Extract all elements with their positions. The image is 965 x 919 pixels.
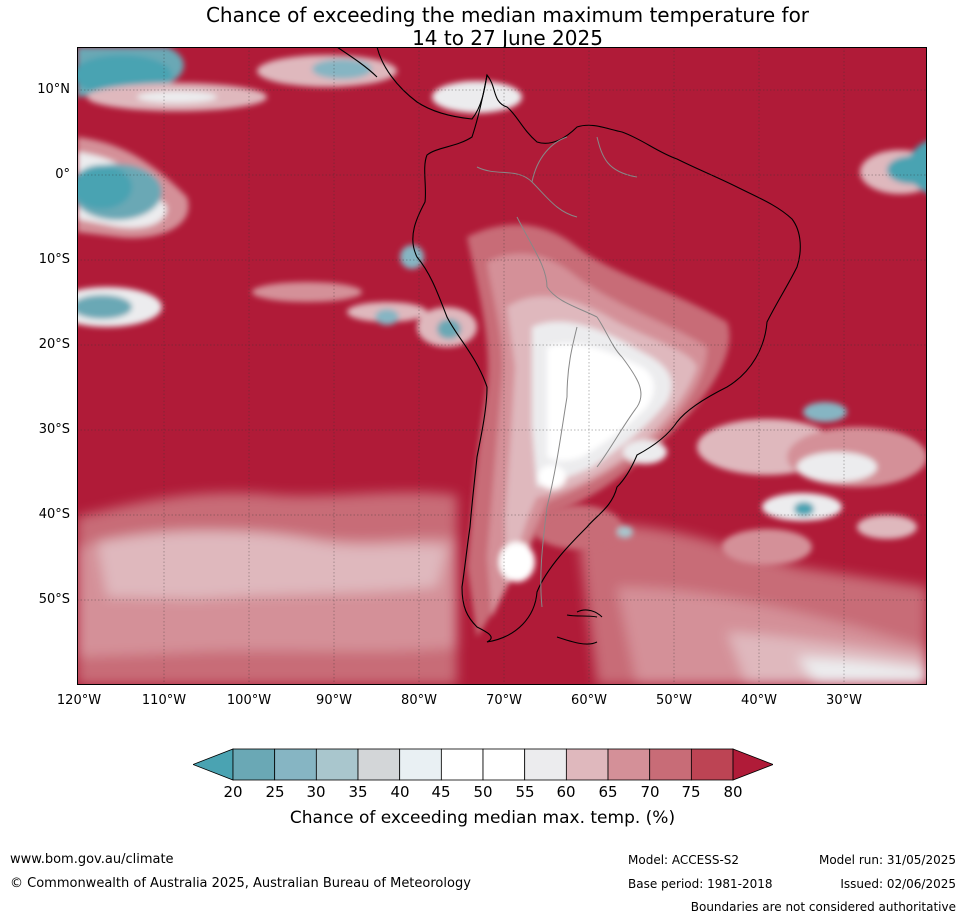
colorbar-tick: 35 xyxy=(348,783,368,801)
colorbar-cell xyxy=(440,748,484,781)
title-line-2: 14 to 27 June 2025 xyxy=(412,26,603,50)
south-atlantic-patches xyxy=(532,402,927,565)
country-borders xyxy=(476,136,642,608)
website-text: www.bom.gov.au/climate xyxy=(10,852,174,867)
colorbar-label: Chance of exceeding median max. temp. (%… xyxy=(289,808,676,828)
colorbar-tick: 65 xyxy=(598,783,618,801)
disclaimer-text: Boundaries are not considered authoritat… xyxy=(690,900,956,914)
lon-label-110w: 110°W xyxy=(141,693,187,708)
lat-label-50s: 50°S xyxy=(38,592,70,607)
lon-label-40w: 40°W xyxy=(741,693,777,708)
colorbar-tick: 75 xyxy=(681,783,701,801)
colorbar-cell xyxy=(732,748,773,781)
colorbar-cell xyxy=(607,748,651,781)
colorbar-tick: 55 xyxy=(515,783,535,801)
model-run-text: Model run: 31/05/2025 xyxy=(818,853,956,867)
colorbar-cell xyxy=(315,748,359,781)
lat-label-0: 0° xyxy=(55,167,70,182)
lon-label-100w: 100°W xyxy=(226,693,272,708)
model-text: Model: ACCESS-S2 xyxy=(628,853,740,867)
lon-label-70w: 70°W xyxy=(486,693,522,708)
colorbar-tick: 70 xyxy=(640,783,660,801)
lat-label-40s: 40°S xyxy=(38,507,70,522)
lon-label-90w: 90°W xyxy=(316,693,352,708)
colorbar-tick: 45 xyxy=(431,783,451,801)
colorbar-tick: 60 xyxy=(556,783,576,801)
colorbar-cell xyxy=(565,748,609,781)
southern-ocean-band xyxy=(77,492,927,685)
map-frame xyxy=(77,47,927,685)
lat-label-10s: 10°S xyxy=(38,252,70,267)
lat-label-20s: 20°S xyxy=(38,337,70,352)
coastlines xyxy=(336,47,801,645)
colorbar-cell xyxy=(482,748,526,781)
colorbar-cell xyxy=(649,748,692,781)
colorbar-cell xyxy=(232,748,276,781)
lon-label-80w: 80°W xyxy=(401,693,437,708)
colorbar-cell xyxy=(357,748,401,781)
colorbar-tick: 25 xyxy=(265,783,285,801)
colorbar-cell xyxy=(524,748,567,781)
forecast-map xyxy=(77,47,927,685)
lat-label-10n: 10°N xyxy=(37,82,70,97)
colorbar-cell xyxy=(274,748,317,781)
colorbar-tick: 50 xyxy=(473,783,493,801)
colorbar-cell xyxy=(193,748,234,781)
copyright-text: © Commonwealth of Australia 2025, Austra… xyxy=(10,876,471,891)
issued-text: Issued: 02/06/2025 xyxy=(840,877,956,891)
map-title: Chance of exceeding the median maximum t… xyxy=(0,4,965,50)
lat-label-30s: 30°S xyxy=(38,422,70,437)
base-period-text: Base period: 1981-2018 xyxy=(628,877,773,891)
colorbar-cell xyxy=(399,748,442,781)
lon-label-120w: 120°W xyxy=(56,693,102,708)
colorbar-tick: 20 xyxy=(223,783,243,801)
colorbar-tick: 80 xyxy=(723,783,743,801)
colorbar-tick: 40 xyxy=(390,783,410,801)
title-line-1: Chance of exceeding the median maximum t… xyxy=(205,3,810,27)
pacific-cool-patches xyxy=(77,47,927,347)
colorbar xyxy=(193,748,773,781)
lon-label-60w: 60°W xyxy=(571,693,607,708)
map-canvas xyxy=(77,47,927,685)
lon-label-50w: 50°W xyxy=(656,693,692,708)
graticule xyxy=(77,47,927,685)
lon-label-30w: 30°W xyxy=(826,693,862,708)
south-america-interior xyxy=(467,224,730,637)
colorbar-tick: 30 xyxy=(306,783,326,801)
colorbar-cell xyxy=(690,748,734,781)
